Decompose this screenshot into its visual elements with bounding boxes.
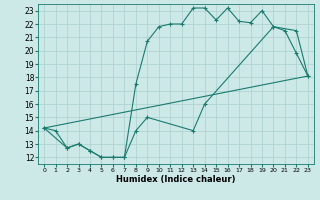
X-axis label: Humidex (Indice chaleur): Humidex (Indice chaleur) [116, 175, 236, 184]
